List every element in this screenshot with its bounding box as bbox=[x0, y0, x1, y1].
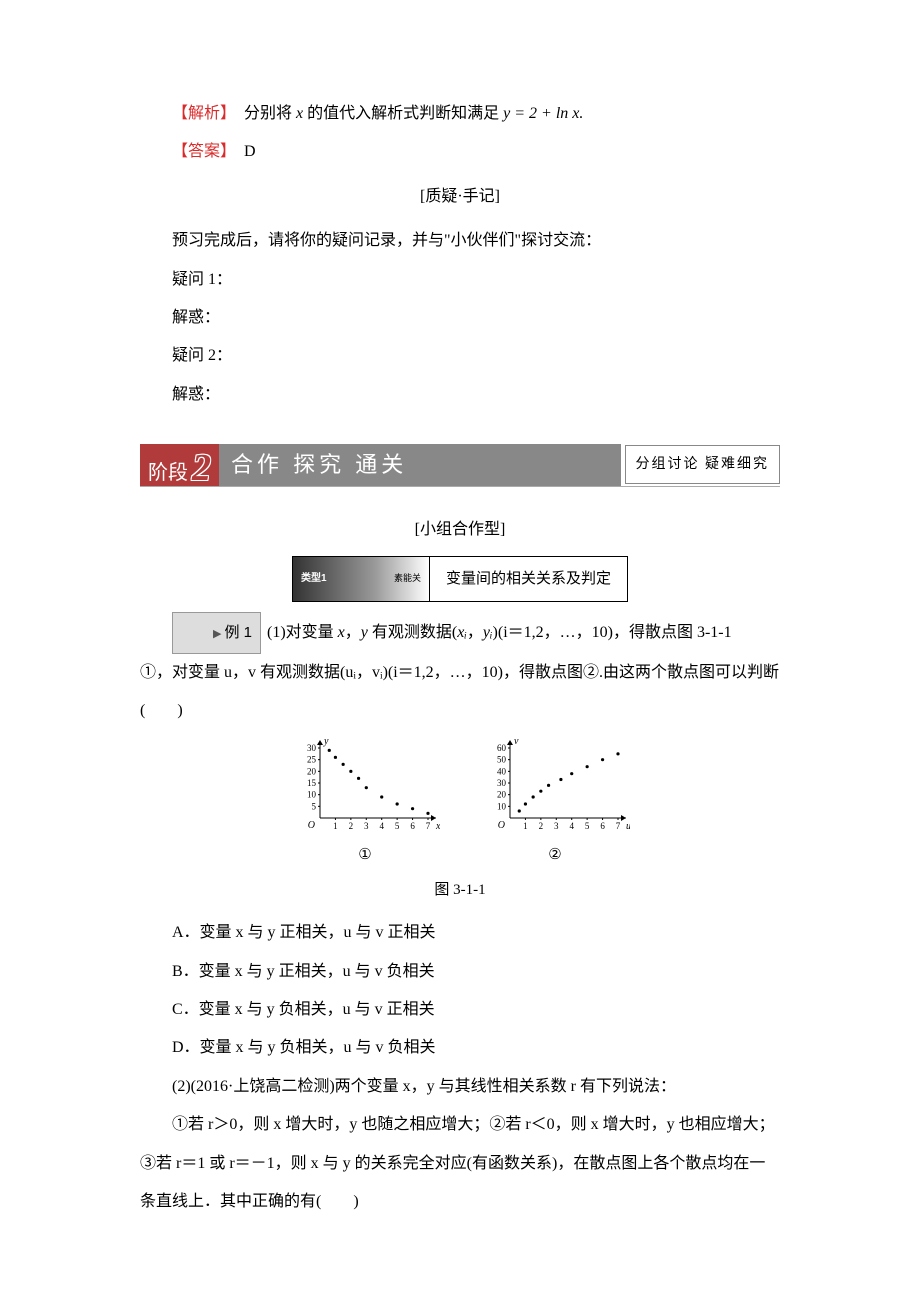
type-left: 类型1 素能关 bbox=[293, 557, 429, 601]
group-heading: [小组合作型] bbox=[140, 511, 780, 549]
plot2-svg: 10 20 3040 50 60 1 234 56 7 Ou v bbox=[480, 736, 630, 836]
svg-text:10: 10 bbox=[497, 802, 507, 812]
ex1-yi: yᵢ bbox=[483, 624, 493, 641]
stage-note: 分组讨论 疑难细究 bbox=[625, 445, 781, 485]
scatter-plot-1: 510152025301234567Oxy ① bbox=[290, 736, 440, 864]
svg-text:2: 2 bbox=[349, 821, 354, 831]
answer-label: 【答案】 bbox=[172, 143, 228, 160]
svg-text:O: O bbox=[498, 820, 505, 831]
scatter-plot-2: 10 20 3040 50 60 1 234 56 7 Ou v ② bbox=[480, 736, 630, 864]
page-container: 【解析】 分别将 x 的值代入解析式判断知满足 y = 2 + ln x. 【答… bbox=[0, 0, 920, 1261]
example-1-intro: 例 1(1)对变量 x，y 有观测数据(xᵢ，yᵢ)(i＝1,2，…，10)，得… bbox=[140, 612, 780, 654]
svg-text:3: 3 bbox=[554, 821, 559, 831]
example-1-line2: ①，对变量 u，v 有观测数据(uᵢ，vᵢ)(i＝1,2，…，10)，得散点图②… bbox=[140, 654, 780, 731]
option-c: C．变量 x 与 y 负相关，u 与 v 正相关 bbox=[140, 991, 780, 1029]
scatter-plots: 510152025301234567Oxy ① 1020304050601234… bbox=[140, 736, 780, 864]
stage-number: 2 bbox=[192, 449, 211, 487]
answer-2: 解惑： bbox=[140, 376, 780, 414]
ex1-t1: (1)对变量 bbox=[267, 624, 338, 641]
stage-left: 阶段 2 bbox=[140, 444, 219, 486]
ex1-t2: ， bbox=[345, 624, 361, 641]
answer-line: 【答案】 D bbox=[140, 133, 780, 171]
svg-text:20: 20 bbox=[307, 767, 317, 777]
example-2-body: ①若 r＞0，则 x 增大时，y 也随之相应增大；②若 r＜0，则 x 增大时，… bbox=[140, 1106, 780, 1221]
ex1-y: y bbox=[361, 624, 368, 641]
svg-text:4: 4 bbox=[569, 821, 574, 831]
ex1-x: x bbox=[338, 624, 345, 641]
svg-text:5: 5 bbox=[395, 821, 400, 831]
svg-text:30: 30 bbox=[307, 743, 317, 753]
plot1-label: ① bbox=[290, 845, 440, 864]
ex1-xi: xᵢ bbox=[457, 624, 467, 641]
plot2-label: ② bbox=[480, 845, 630, 864]
ex1-t5: )(i＝1,2，…，10)，得散点图 3-1-1 bbox=[493, 624, 732, 641]
svg-text:1: 1 bbox=[523, 821, 528, 831]
example-2-intro: (2)(2016·上饶高二检测)两个变量 x，y 与其线性相关系数 r 有下列说… bbox=[140, 1068, 780, 1106]
svg-text:50: 50 bbox=[497, 755, 507, 765]
svg-text:4: 4 bbox=[379, 821, 384, 831]
svg-text:O: O bbox=[308, 820, 315, 831]
question-1: 疑问 1： bbox=[140, 261, 780, 299]
ex1-t4: ， bbox=[467, 624, 483, 641]
qna-heading: [质疑·手记] bbox=[140, 178, 780, 216]
stage-title: 合作 探究 通关 bbox=[219, 444, 621, 486]
figure-caption: 图 3-1-1 bbox=[140, 872, 780, 908]
stage-label: 阶段 bbox=[148, 449, 188, 497]
analysis-eq: y = 2 + ln x. bbox=[503, 105, 583, 122]
option-a: A．变量 x 与 y 正相关，u 与 v 正相关 bbox=[140, 914, 780, 952]
svg-text:6: 6 bbox=[410, 821, 415, 831]
svg-text:7: 7 bbox=[616, 821, 621, 831]
plot1-svg: 510152025301234567Oxy bbox=[290, 736, 440, 836]
svg-text:7: 7 bbox=[426, 821, 431, 831]
answer-text: D bbox=[228, 143, 256, 160]
option-d: D．变量 x 与 y 负相关，u 与 v 负相关 bbox=[140, 1029, 780, 1067]
type-box: 类型1 素能关 变量间的相关关系及判定 bbox=[292, 556, 628, 602]
svg-text:40: 40 bbox=[497, 767, 507, 777]
svg-text:25: 25 bbox=[307, 755, 317, 765]
analysis-mid: 的值代入解析式判断知满足 bbox=[303, 105, 503, 122]
example-tab: 例 1 bbox=[172, 612, 261, 654]
svg-text:y: y bbox=[323, 736, 329, 747]
type-label: 类型1 bbox=[301, 567, 327, 591]
type-row: 类型1 素能关 变量间的相关关系及判定 bbox=[140, 556, 780, 602]
svg-text:u: u bbox=[626, 821, 630, 832]
svg-text:20: 20 bbox=[497, 790, 507, 800]
option-b: B．变量 x 与 y 正相关，u 与 v 负相关 bbox=[140, 953, 780, 991]
type-sub: 素能关 bbox=[394, 568, 421, 590]
svg-text:5: 5 bbox=[585, 821, 590, 831]
type-title: 变量间的相关关系及判定 bbox=[429, 557, 627, 601]
qna-intro: 预习完成后，请将你的疑问记录，并与"小伙伴们"探讨交流： bbox=[140, 222, 780, 260]
svg-text:60: 60 bbox=[497, 743, 507, 753]
stage-banner: 阶段 2 合作 探究 通关 分组讨论 疑难细究 bbox=[140, 444, 780, 487]
svg-text:3: 3 bbox=[364, 821, 369, 831]
svg-text:1: 1 bbox=[333, 821, 338, 831]
svg-text:2: 2 bbox=[539, 821, 544, 831]
analysis-label: 【解析】 bbox=[172, 105, 228, 122]
svg-text:10: 10 bbox=[307, 790, 317, 800]
question-2: 疑问 2： bbox=[140, 337, 780, 375]
analysis-line: 【解析】 分别将 x 的值代入解析式判断知满足 y = 2 + ln x. bbox=[140, 95, 780, 133]
svg-text:6: 6 bbox=[600, 821, 605, 831]
answer-1: 解惑： bbox=[140, 299, 780, 337]
analysis-pre: 分别将 bbox=[228, 105, 296, 122]
svg-text:15: 15 bbox=[307, 778, 317, 788]
svg-text:v: v bbox=[514, 736, 519, 747]
svg-text:x: x bbox=[435, 821, 440, 832]
ex1-t3: 有观测数据( bbox=[368, 624, 457, 641]
svg-text:5: 5 bbox=[312, 802, 317, 812]
svg-text:30: 30 bbox=[497, 778, 507, 788]
